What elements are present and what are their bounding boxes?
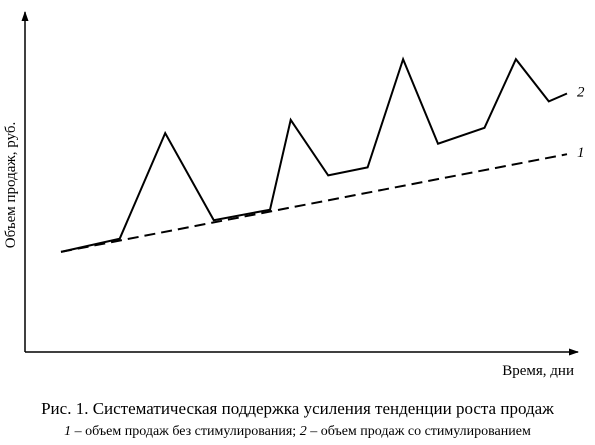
series-2-label: 2 [577, 85, 585, 101]
series-1-label: 1 [577, 145, 585, 161]
series-1-line [60, 153, 568, 253]
legend-1-text: – объем продаж без стимулирования; [71, 424, 300, 439]
series-layer: 12 [60, 56, 585, 253]
caption-legend: 1 – объем продаж без стимулирования; 2 –… [0, 424, 595, 440]
series-2-line [60, 56, 568, 253]
x-axis-label: Время, дни [502, 363, 574, 379]
chart: Объем продаж, руб. Время, дни 12 [3, 11, 585, 379]
legend-1-number: 1 [64, 424, 72, 439]
caption-title: Рис. 1. Систематическая поддержка усилен… [41, 399, 554, 418]
y-axis-label: Объем продаж, руб. [3, 122, 19, 248]
legend-2-number: 2 [299, 424, 307, 439]
legend-2-text: – объем продаж со стимулированием [306, 424, 531, 439]
